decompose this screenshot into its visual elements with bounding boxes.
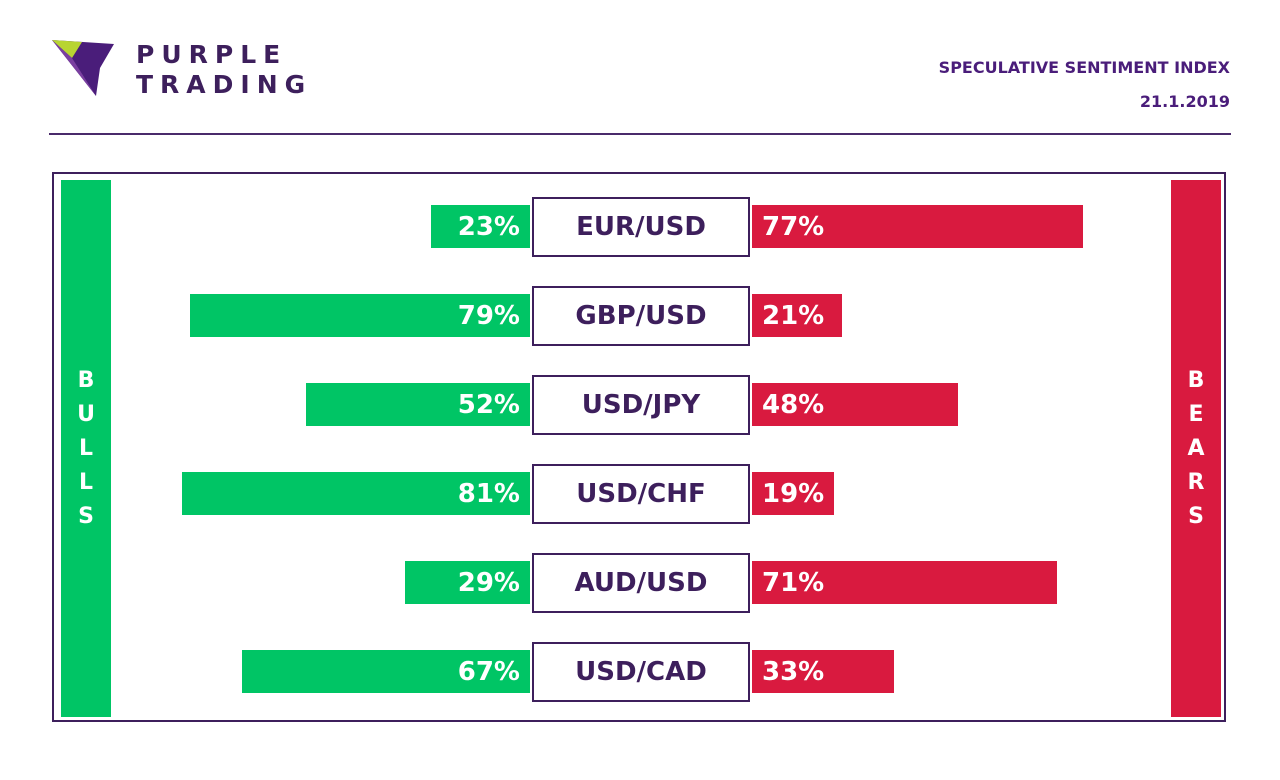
bears-bar: 19% [752, 472, 834, 515]
bears-bar: 33% [752, 650, 894, 693]
bears-label: BEARS [1187, 367, 1205, 529]
bears-bar: 48% [752, 383, 959, 426]
sentiment-row: 79% GBP/USD 21% [0, 286, 1280, 346]
bears-label-bar: BEARS [1171, 180, 1221, 717]
bulls-label: BULLS [77, 367, 95, 529]
currency-pair-label: AUD/USD [532, 553, 750, 613]
bears-bar: 71% [752, 561, 1058, 604]
sentiment-row: 81% USD/CHF 19% [0, 464, 1280, 524]
bulls-label-bar: BULLS [61, 180, 111, 717]
currency-pair-label: USD/JPY [532, 375, 750, 435]
sentiment-row: 67% USD/CAD 33% [0, 642, 1280, 702]
currency-pair-label: USD/CAD [532, 642, 750, 702]
sentiment-row: 23% EUR/USD 77% [0, 197, 1280, 257]
index-title: SPECULATIVE SENTIMENT INDEX [938, 58, 1230, 77]
sentiment-row: 52% USD/JPY 48% [0, 375, 1280, 435]
bulls-bar: 67% [241, 650, 530, 693]
bulls-bar: 29% [405, 561, 530, 604]
index-date: 21.1.2019 [1139, 92, 1230, 111]
bulls-bar: 23% [431, 205, 530, 248]
sentiment-row: 29% AUD/USD 71% [0, 553, 1280, 613]
brand-name: PURPLE TRADING [136, 40, 312, 100]
bulls-bar: 52% [306, 383, 530, 426]
currency-pair-label: USD/CHF [532, 464, 750, 524]
brand-line-1: PURPLE [136, 40, 288, 69]
bears-bar: 21% [752, 294, 843, 337]
header-divider [49, 133, 1231, 135]
currency-pair-label: GBP/USD [532, 286, 750, 346]
purple-trading-logo-icon [52, 40, 114, 96]
currency-pair-label: EUR/USD [532, 197, 750, 257]
brand-line-2: TRADING [136, 70, 313, 99]
bears-bar: 77% [752, 205, 1084, 248]
bulls-bar: 79% [190, 294, 530, 337]
chart-frame [52, 172, 1226, 722]
bulls-bar: 81% [181, 472, 530, 515]
